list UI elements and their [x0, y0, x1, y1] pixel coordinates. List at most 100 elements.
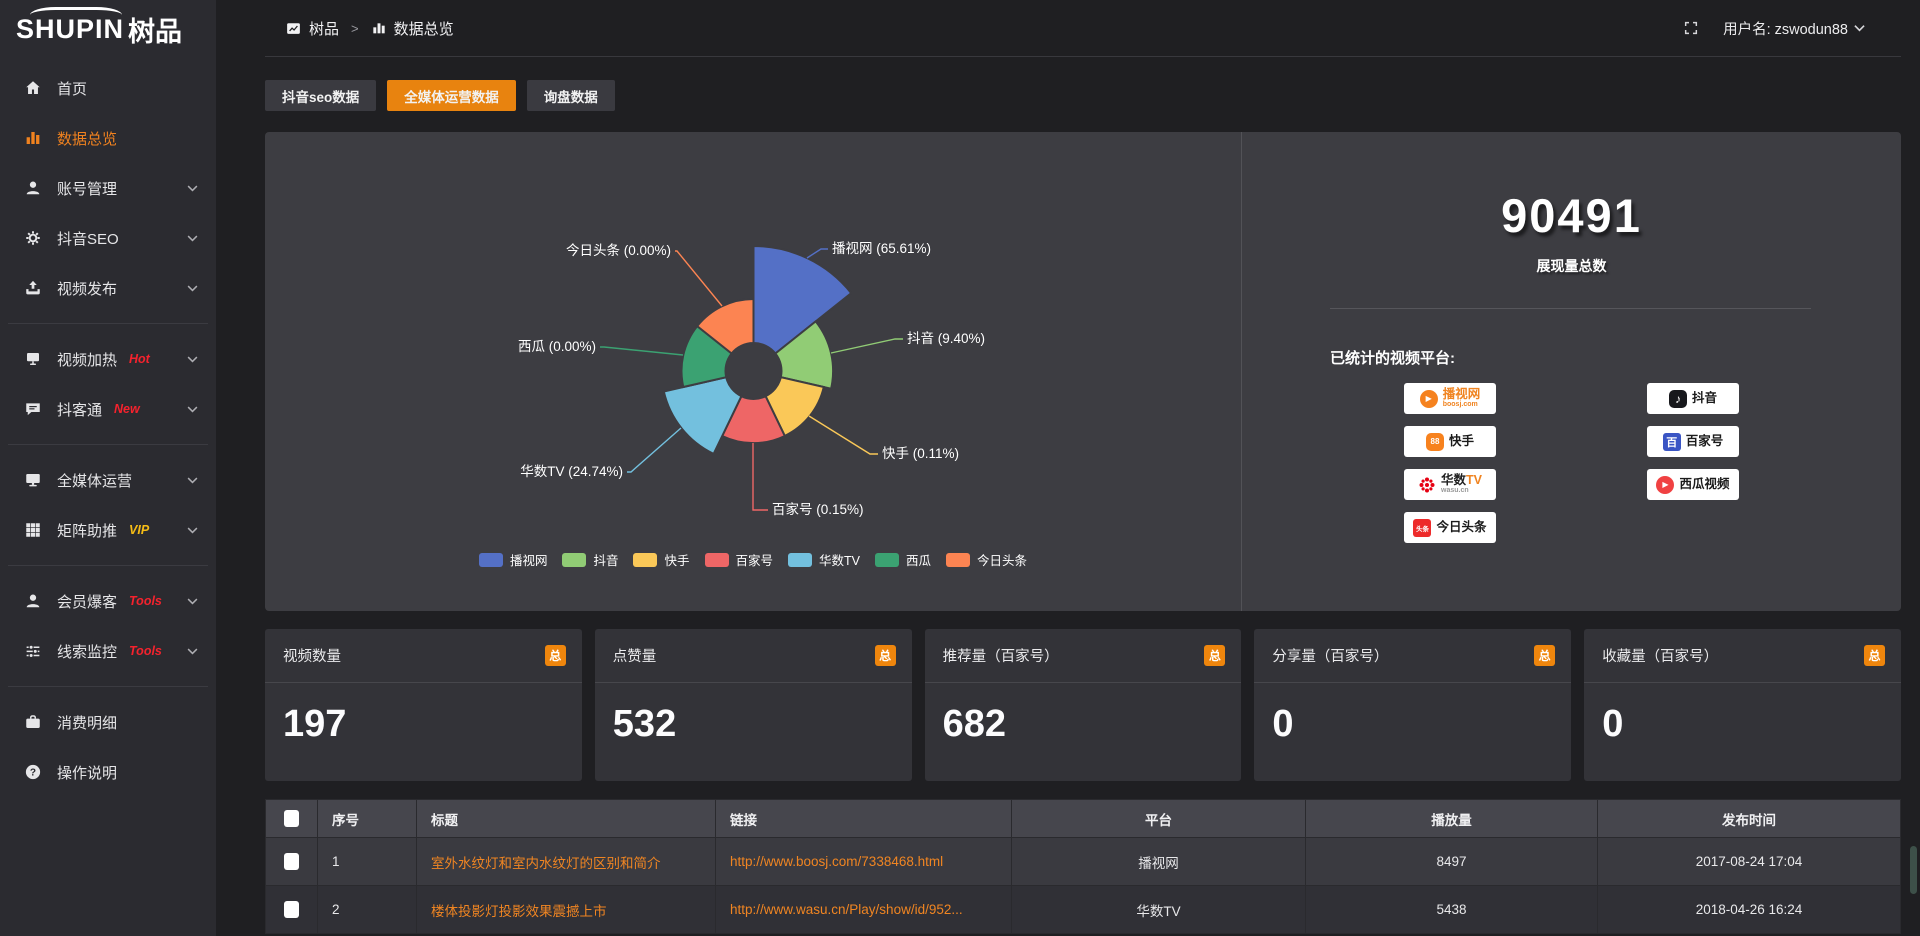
douyin-logo-icon: ♪ — [1668, 389, 1687, 408]
sidebar-item-douyinseo[interactable]: 抖音SEO — [0, 213, 216, 263]
column-header-4: 平台 — [1011, 799, 1306, 838]
select-all-checkbox[interactable] — [284, 810, 299, 827]
legend-item-播视网[interactable]: 播视网 — [478, 550, 547, 569]
logo-text-en: SHUPIN — [16, 6, 124, 45]
question-icon: ? — [24, 763, 42, 781]
total-toggle-badge[interactable]: 总 — [544, 645, 566, 666]
legend-label: 抖音 — [593, 554, 619, 568]
sidebar-item-douketong[interactable]: 抖客通 New — [0, 384, 216, 434]
home-icon — [24, 79, 42, 97]
sidebar: SHUPIN 树品 首页 数据总览账号管理抖音SEO 视频发布视频加热 Hot 抖客通 N… — [0, 0, 216, 936]
total-toggle-badge[interactable]: 总 — [1863, 645, 1885, 666]
cell-title: 室外水纹灯和室内水纹灯的区别和简介 — [416, 837, 716, 886]
stat-card-value: 0 — [1602, 703, 1624, 745]
current-crumb-icon — [371, 20, 387, 36]
rose-pie-chart[interactable]: 播视网 (65.61%) 抖音 (9.40%) 快手 (0.11%) 百家号 (0.1… — [265, 132, 1242, 611]
user-menu[interactable]: 用户名: zswodun88 — [1723, 18, 1865, 39]
platform-badge-华数TV: 华数TV wasu.cn — [1404, 469, 1496, 500]
legend-label: 快手 — [664, 554, 690, 568]
row-checkbox[interactable] — [284, 901, 299, 918]
fullscreen-icon[interactable] — [1683, 20, 1699, 36]
pie-label-line — [752, 443, 768, 511]
chevron-down-icon — [187, 477, 198, 484]
breadcrumb-current[interactable]: 数据总览 — [393, 20, 454, 38]
sidebar-item-label: 会员爆客 — [57, 593, 118, 611]
stat-card-5: 收藏量（百家号） 总 0 — [1584, 629, 1901, 781]
sidebar-item-heat[interactable]: 视频加热 Hot — [0, 334, 216, 384]
stat-cards-row: 视频数量总 197 点赞量总 532 推荐量（百家号）总 682 分享量（百家号）总 0 收藏量… — [265, 629, 1901, 781]
caret-down-icon — [1854, 25, 1865, 32]
sidebar-item-home[interactable]: 首页 — [0, 63, 216, 113]
sidebar-item-member[interactable]: 会员爆客 Tools — [0, 576, 216, 626]
table-row: 1 室外水纹灯和室内水纹灯的区别和简介 http://www.boosj.com/7… — [265, 837, 1901, 886]
column-header-5: 播放量 — [1305, 799, 1598, 838]
total-impressions-label: 展现量总数 — [1536, 258, 1607, 274]
sidebar-item-badge: Hot — [129, 352, 150, 366]
sidebar-item-label: 全媒体运营 — [57, 472, 133, 490]
username-label: 用户名: zswodun88 — [1723, 21, 1848, 38]
user-icon — [24, 179, 42, 197]
stat-card-label: 点赞量 — [612, 649, 657, 665]
sidebar-divider — [8, 565, 208, 566]
sidebar-item-label: 操作说明 — [57, 764, 118, 782]
platforms-title: 已统计的视频平台: — [1330, 350, 1455, 367]
legend-item-快手[interactable]: 快手 — [633, 550, 690, 569]
sidebar-item-label: 矩阵助推 — [57, 522, 118, 540]
tab-1[interactable]: 抖音seo数据 — [265, 80, 377, 111]
platform-badge-播视网: ▶ 播视网 boosj.com — [1404, 383, 1496, 414]
sidebar-item-media[interactable]: 全媒体运营 — [0, 455, 216, 505]
data-tabs: 抖音seo数据 全媒体运营数据 询盘数据 — [265, 80, 1901, 111]
pie-label: 百家号 (0.15%) — [772, 501, 864, 517]
sidebar-item-matrix[interactable]: 矩阵助推 VIP — [0, 505, 216, 555]
stat-card-1: 视频数量 总 197 — [265, 629, 582, 781]
legend-label: 西瓜 — [906, 554, 932, 568]
pie-sector-今日头条[interactable] — [695, 297, 755, 355]
stat-card-label: 推荐量（百家号） — [942, 649, 1059, 665]
sidebar-item-help[interactable]: ? 操作说明 — [0, 747, 216, 797]
topbar: 树品 > 数据总览 用户名: zswodun88 — [265, 0, 1901, 57]
pie-sector-播视网[interactable] — [752, 244, 853, 355]
total-toggle-badge[interactable]: 总 — [874, 645, 896, 666]
stat-card-2: 点赞量 总 532 — [594, 629, 912, 781]
video-title-link[interactable]: 楼体投影灯投影效果震撼上市 — [431, 903, 607, 919]
legend-item-百家号[interactable]: 百家号 — [704, 550, 773, 569]
sidebar-item-publish[interactable]: 视频发布 — [0, 263, 216, 313]
total-toggle-badge[interactable]: 总 — [1534, 645, 1556, 666]
tab-2[interactable]: 全媒体运营数据 — [387, 80, 516, 111]
pie-sector-抖音[interactable] — [773, 319, 835, 390]
topbar-right: 用户名: zswodun88 — [1683, 18, 1865, 39]
chevron-down-icon — [187, 598, 198, 605]
video-url-link[interactable]: http://www.wasu.cn/Play/show/id/952... — [730, 902, 963, 917]
pie-sector-华数TV[interactable] — [662, 376, 743, 456]
app-logo[interactable]: SHUPIN 树品 — [0, 0, 216, 58]
total-impressions-value: 90491 — [1501, 189, 1642, 242]
total-toggle-badge[interactable]: 总 — [1204, 645, 1226, 666]
legend-item-华数TV[interactable]: 华数TV — [788, 550, 860, 569]
sidebar-item-label: 账号管理 — [57, 180, 118, 198]
legend-item-西瓜[interactable]: 西瓜 — [875, 550, 931, 569]
scrollbar-thumb[interactable] — [1910, 846, 1917, 894]
stat-card-label: 收藏量（百家号） — [1602, 649, 1719, 665]
table-header-checkbox-cell — [265, 799, 318, 838]
video-url-link[interactable]: http://www.boosj.com/7338468.html — [730, 854, 944, 869]
svg-text:?: ? — [30, 768, 36, 779]
videos-table: 序号 标题 链接 平台 播放量 发布时间 1 室外水纹灯和室内水纹灯的区别和简介 http:/… — [265, 799, 1901, 934]
legend-item-抖音[interactable]: 抖音 — [562, 550, 618, 569]
pie-label-line — [806, 248, 828, 259]
videos-table-section: 序号 标题 链接 平台 播放量 发布时间 1 室外水纹灯和室内水纹灯的区别和简介 http:/… — [265, 799, 1901, 934]
sidebar-item-spend[interactable]: 消费明细 — [0, 697, 216, 747]
tab-3[interactable]: 询盘数据 — [526, 80, 615, 111]
video-title-link[interactable]: 室外水纹灯和室内水纹灯的区别和简介 — [431, 855, 661, 871]
platform-badge-抖音: ♪ 抖音 — [1647, 383, 1739, 414]
row-checkbox[interactable] — [284, 853, 299, 870]
sidebar-item-overview[interactable]: 数据总览 — [0, 113, 216, 163]
row-checkbox-cell — [265, 885, 318, 934]
sidebar-item-label: 抖客通 — [57, 401, 103, 419]
sidebar-item-clues[interactable]: 线索监控 Tools — [0, 626, 216, 676]
toutiao-logo-icon: 头条 — [1413, 518, 1432, 537]
legend-item-今日头条[interactable]: 今日头条 — [946, 550, 1027, 569]
sidebar-item-accounts[interactable]: 账号管理 — [0, 163, 216, 213]
breadcrumb-root[interactable]: 树品 — [309, 20, 340, 38]
legend-swatch — [562, 552, 587, 567]
cell-title: 楼体投影灯投影效果震撼上市 — [416, 885, 716, 934]
